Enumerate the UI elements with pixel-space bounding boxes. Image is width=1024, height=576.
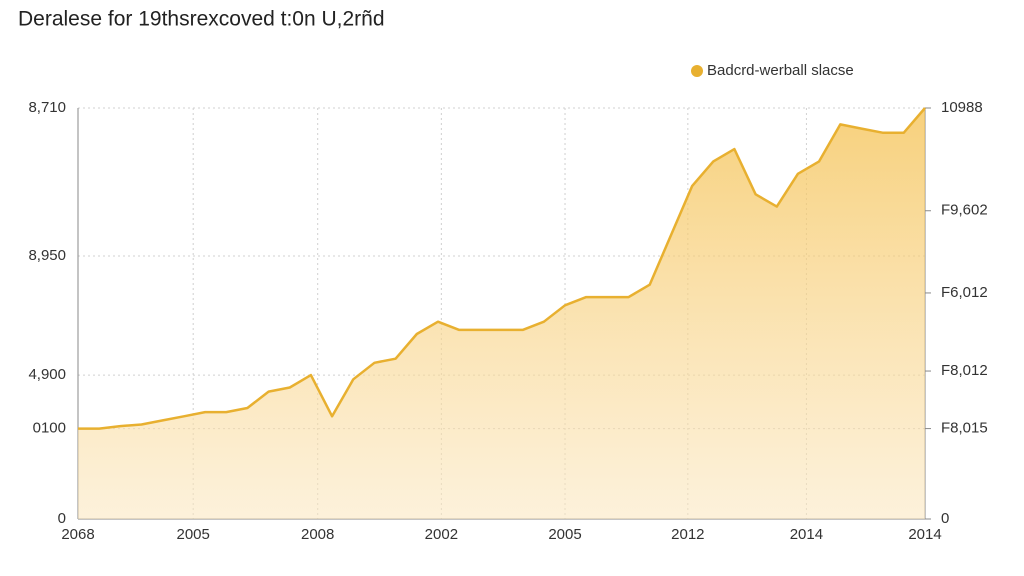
legend-label: Badcrd-werball slacse — [707, 62, 854, 79]
y-tick-label: 8,950 — [28, 247, 66, 264]
area — [78, 108, 925, 519]
x-tick-label: 2068 — [61, 526, 94, 543]
y2-tick-label: 10988 — [941, 99, 983, 116]
y2-tick-label: F8,015 — [941, 420, 988, 437]
x-tick-label: 2012 — [671, 526, 704, 543]
x-tick-label: 2002 — [425, 526, 458, 543]
x-tick-label: 2005 — [548, 526, 581, 543]
y2-tick-label: F6,012 — [941, 284, 988, 301]
x-tick-label: 2008 — [301, 526, 334, 543]
y-tick-label: 0100 — [33, 420, 66, 437]
y-tick-label: 4,900 — [28, 366, 66, 383]
y-tick-label: 0 — [58, 510, 66, 527]
x-tick-label: 2014 — [790, 526, 823, 543]
y2-tick-label: F9,602 — [941, 202, 988, 219]
line — [78, 107, 926, 430]
x-tick-label: 2014 — [908, 526, 941, 543]
legend-marker — [691, 65, 703, 77]
chart-title: Deralese for 19thsrexcoved t:0n U,2rñd — [18, 8, 385, 31]
y2-tick-label: 0 — [941, 510, 949, 527]
y-tick-label: 8,710 — [28, 99, 66, 116]
y2-tick-label: F8,012 — [941, 362, 988, 379]
x-tick-label: 2005 — [177, 526, 210, 543]
